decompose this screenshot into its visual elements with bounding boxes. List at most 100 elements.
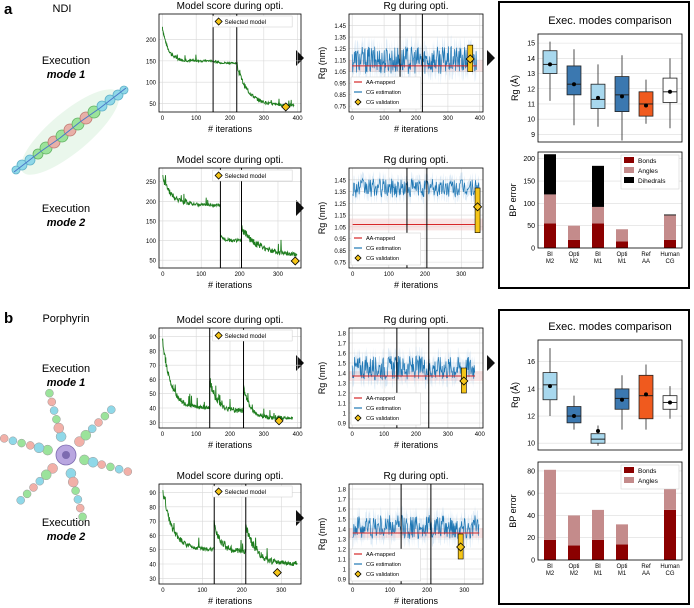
x-tick-label: 200 xyxy=(422,588,433,594)
bar-dihedrals xyxy=(544,154,556,195)
x-tick-label: M2 xyxy=(546,259,555,265)
porphyrin-bead xyxy=(67,476,79,488)
x-tick-label: 0 xyxy=(161,272,165,278)
bar-angles xyxy=(616,229,628,242)
y-tick-label: 13 xyxy=(527,71,535,78)
y-tick-label: 12 xyxy=(527,86,535,93)
box xyxy=(638,374,654,420)
legend-label: CG validation xyxy=(366,256,399,262)
legend-label: Selected model xyxy=(225,174,266,180)
y-tick-label: 100 xyxy=(146,81,157,87)
series-group xyxy=(161,26,295,108)
legend-label: AA-mapped xyxy=(366,80,395,86)
y-tick-label: 70 xyxy=(149,364,156,370)
legend-marker xyxy=(214,487,223,496)
x-tick-label: 400 xyxy=(293,116,304,122)
y-tick-label: 1.7 xyxy=(338,498,347,504)
y-tick-label: 0.9 xyxy=(338,578,347,584)
y-axis-label: Rg (Å) xyxy=(510,75,520,101)
y-tick-label: 1.05 xyxy=(334,70,346,76)
chart-b_box: Exec. modes comparison 10 12 14 16 Rg (Å) xyxy=(510,321,683,451)
x-axis-label: # iterations xyxy=(394,124,439,134)
y-tick-label: 1.15 xyxy=(334,59,346,65)
porphyrin-bead xyxy=(106,462,115,472)
y-tick-label: 200 xyxy=(146,200,157,206)
y-tick-label: 1.8 xyxy=(338,332,347,338)
porphyrin-bead xyxy=(16,496,25,505)
porphyrin-bead xyxy=(52,415,61,424)
x-axis-label: # iterations xyxy=(394,440,439,450)
legend-label: CG estimation xyxy=(366,246,401,252)
validation-marker xyxy=(459,376,469,386)
legend-val-marker xyxy=(354,414,362,422)
x-tick-label: 400 xyxy=(293,432,304,438)
plot-frame xyxy=(158,167,302,269)
porphyrin-bead xyxy=(49,406,59,415)
y-tick-label: 1.8 xyxy=(338,488,347,494)
x-tick-label: 400 xyxy=(475,116,486,122)
mean-dot xyxy=(644,392,648,397)
chart-b_score1: 30 40 50 60 70 80 90 0 100 200 300 400 Model score d… xyxy=(149,315,303,450)
y-tick-label: 80 xyxy=(149,505,156,511)
porphyrin-bead xyxy=(53,422,65,434)
y-tick-label: 1.2 xyxy=(338,548,347,554)
panel-a-exec1: Execution xyxy=(42,55,90,67)
panel-b-mode2: mode 2 xyxy=(47,531,86,543)
plot-frame xyxy=(348,483,484,585)
x-tick-label: 300 xyxy=(443,432,454,438)
x-tick-label: Ref xyxy=(641,252,651,258)
panel-b-molecule: Porphyrin xyxy=(42,313,89,325)
bar-angles xyxy=(544,469,556,540)
series-group xyxy=(349,346,483,390)
bar-angles xyxy=(568,225,580,240)
chart-title: Rg during opti. xyxy=(383,471,448,482)
legend-box xyxy=(350,548,421,582)
chart-b_score2: 30 40 50 60 70 80 90 0 100 200 300 Model score duri… xyxy=(149,471,302,606)
mean-dot xyxy=(668,89,672,94)
x-tick-label: BI xyxy=(547,564,553,570)
legend-box xyxy=(212,485,293,498)
bar-bonds xyxy=(592,223,604,248)
legend-box xyxy=(212,15,293,28)
legend-swatch xyxy=(624,177,634,183)
chart-a_score2: 50 100 150 200 250 0 100 200 300 Model score duri… xyxy=(146,155,302,290)
box xyxy=(590,433,606,444)
mean-dot xyxy=(548,62,552,67)
bar-bonds xyxy=(568,239,580,248)
x-tick-label: Ref xyxy=(641,564,651,570)
chart-a_rg2: 0.75 0.85 0.95 1.05 1.15 1.25 1.35 1.45 0 100 200 3… xyxy=(317,155,484,290)
box xyxy=(566,65,582,96)
y-tick-label: 0.75 xyxy=(334,261,346,267)
bar-bonds xyxy=(592,539,604,560)
x-axis-label: # iterations xyxy=(208,596,253,606)
x-axis-label: # iterations xyxy=(208,280,253,290)
plot-frame xyxy=(348,13,484,113)
x-tick-label: 200 xyxy=(420,272,431,278)
x-tick-label: BI xyxy=(595,564,601,570)
cg-line xyxy=(351,355,476,381)
chart-title: Model score during opti. xyxy=(177,1,284,12)
y-tick-label: 50 xyxy=(149,392,156,398)
porphyrin-bead xyxy=(94,418,103,427)
series-group xyxy=(162,175,298,257)
panel-a-mode2: mode 2 xyxy=(47,217,86,229)
mean-dot xyxy=(644,103,648,108)
porphyrin-bead xyxy=(22,489,32,499)
chart-title: Model score during opti. xyxy=(177,155,284,166)
chart-title: Model score during opti. xyxy=(177,471,284,482)
y-tick-label: 200 xyxy=(523,156,535,163)
y-tick-label: 0.75 xyxy=(334,105,346,111)
y-tick-label: 40 xyxy=(527,513,535,520)
y-tick-label: 50 xyxy=(149,548,156,554)
x-tick-label: 200 xyxy=(237,588,248,594)
x-tick-label: M2 xyxy=(570,571,579,577)
box xyxy=(614,76,630,112)
y-tick-label: 1.25 xyxy=(334,202,346,208)
y-tick-label: 0.85 xyxy=(334,93,346,99)
y-tick-label: 50 xyxy=(527,223,535,230)
plot-frame xyxy=(158,13,302,113)
y-tick-label: 100 xyxy=(523,201,535,208)
mean-dot xyxy=(620,397,624,402)
panel-b-exec2: Execution xyxy=(42,517,90,529)
bar-angles xyxy=(568,515,580,546)
